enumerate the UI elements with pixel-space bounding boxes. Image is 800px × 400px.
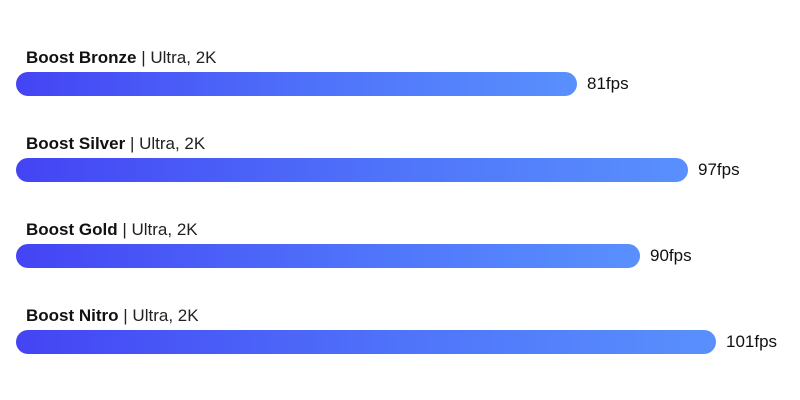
- bar-name: Boost Nitro: [26, 306, 119, 325]
- bar-spec: | Ultra, 2K: [123, 306, 199, 325]
- bar: [16, 72, 577, 96]
- bar: [16, 330, 716, 354]
- bar-row-silver: Boost Silver | Ultra, 2K 97fps: [16, 134, 796, 190]
- bar-row-bronze: Boost Bronze | Ultra, 2K 81fps: [16, 48, 796, 104]
- bar-value-label: 90fps: [650, 246, 692, 265]
- bar-name: Boost Silver: [26, 134, 126, 153]
- bar: [16, 158, 688, 182]
- bar-value-label: 97fps: [698, 160, 740, 179]
- bar-label: Boost Nitro | Ultra, 2K: [26, 306, 199, 326]
- bar-spec: | Ultra, 2K: [129, 134, 206, 153]
- bar-label: Boost Gold | Ultra, 2K: [26, 220, 198, 240]
- bar-name: Boost Bronze: [26, 48, 137, 67]
- bar-row-nitro: Boost Nitro | Ultra, 2K 101fps: [16, 306, 796, 362]
- bar-name: Boost Gold: [26, 220, 118, 239]
- bar-label: Boost Silver | Ultra, 2K: [26, 134, 205, 154]
- bar-spec: | Ultra, 2K: [122, 220, 198, 239]
- bar-label: Boost Bronze | Ultra, 2K: [26, 48, 217, 68]
- bar: [16, 244, 640, 268]
- bar-row-gold: Boost Gold | Ultra, 2K 90fps: [16, 220, 796, 276]
- bar-value-label: 101fps: [726, 332, 778, 351]
- bar-value-label: 81fps: [587, 74, 629, 93]
- bar-spec: | Ultra, 2K: [141, 48, 217, 67]
